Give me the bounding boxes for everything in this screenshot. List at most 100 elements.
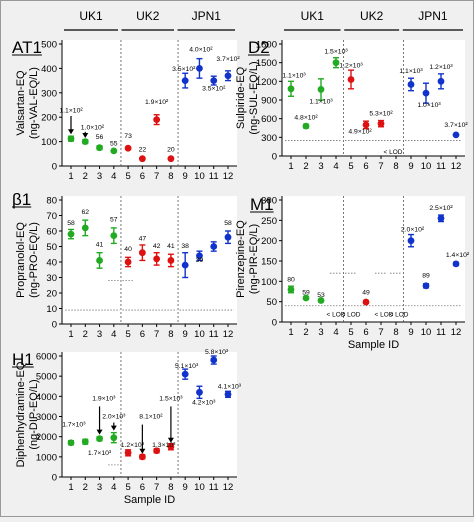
data-point [167, 257, 175, 264]
group-header-uk2-d2: UK2 [360, 9, 384, 23]
data-point [167, 155, 175, 163]
data-label: 3.5×10² [202, 85, 226, 92]
y-tick-label: 300 [41, 88, 57, 99]
data-point [332, 59, 340, 67]
data-label: 40 [124, 246, 132, 253]
data-point [167, 443, 175, 451]
data-label: 38 [181, 243, 189, 250]
data-label: 49 [362, 289, 370, 296]
x-tick-label: 7 [154, 482, 159, 493]
data-label: 73 [124, 133, 132, 140]
annotation-arrow-head [139, 448, 146, 454]
data-point [452, 260, 460, 268]
x-tick-label: 5 [348, 327, 353, 338]
data-point [96, 257, 103, 264]
data-point [287, 85, 295, 93]
x-tick-label: 2 [83, 482, 88, 493]
y-tick-label: 30 [46, 273, 57, 284]
x-tick-label: 11 [209, 171, 219, 182]
x-tick-label: 7 [378, 161, 383, 172]
lod-label: < LOD [375, 312, 394, 319]
y-axis-label-line: Valsartan-EQ [15, 70, 27, 136]
data-point [67, 439, 75, 447]
panel-label: H1 [12, 350, 34, 369]
x-tick-label: 5 [348, 161, 353, 172]
x-tick-label: 8 [168, 171, 173, 182]
x-tick-label: 4 [333, 161, 338, 172]
data-label: 4.1×10³ [218, 383, 242, 390]
x-tick-label: 5 [125, 171, 130, 182]
data-point [287, 286, 295, 293]
data-point [362, 121, 370, 129]
y-tick-label: 300 [261, 196, 277, 207]
data-label: 1.7×10³ [88, 450, 112, 457]
y-tick-label: 60 [46, 227, 57, 238]
y-tick-label: 3000 [36, 412, 57, 423]
y-tick-label: 20 [46, 289, 57, 300]
data-label: 41 [96, 242, 104, 249]
y-tick-label: 0 [272, 318, 277, 329]
x-tick-label: 2 [303, 327, 308, 338]
x-tick-label: 1 [68, 171, 73, 182]
annotation-arrow-head [96, 429, 103, 435]
data-point [224, 233, 232, 241]
panel-label: AT1 [12, 38, 42, 57]
data-point [67, 135, 75, 143]
data-point [437, 214, 445, 222]
x-tick-label: 1 [68, 482, 73, 493]
x-tick-label: 4 [111, 171, 116, 182]
group-header-uk2-at1: UK2 [136, 9, 160, 23]
data-label: 1.1×10³ [282, 73, 306, 80]
group-header-jpn1-at1: JPN1 [192, 9, 222, 23]
y-tick-label: 600 [261, 114, 277, 125]
x-tick-label: 9 [183, 482, 188, 493]
data-label: 1.1×10² [59, 107, 83, 114]
y-tick-label: 2000 [36, 432, 57, 443]
data-label: 5.8×10³ [205, 349, 229, 356]
data-label: 2.0×10³ [102, 414, 126, 421]
plot-area [62, 40, 237, 166]
x-tick-label: 6 [363, 161, 368, 172]
data-point [224, 390, 232, 398]
annotation-arrow-head [82, 132, 89, 138]
x-tick-label: 5 [125, 329, 130, 340]
data-point [153, 447, 161, 455]
data-label: 3.7×10² [216, 56, 240, 63]
y-axis-label-line: (ng-VAL-EQ/L) [28, 67, 40, 139]
y-tick-label: 1200 [256, 77, 277, 88]
data-point [124, 258, 132, 266]
data-label: 4.2×10³ [192, 399, 216, 406]
x-tick-label: 4 [333, 327, 338, 338]
data-label: 1.2×10³ [429, 64, 453, 71]
data-point [96, 144, 103, 152]
x-tick-label: 3 [97, 171, 102, 182]
y-tick-label: 1000 [36, 452, 57, 463]
plot-area [62, 196, 237, 324]
lod-label: < LOD [390, 312, 409, 319]
y-tick-label: 200 [41, 113, 57, 124]
data-label: 8.1×10² [139, 414, 163, 421]
x-tick-label: 12 [223, 482, 234, 493]
data-point [362, 298, 370, 306]
lod-label: < LOD [384, 149, 403, 156]
group-header-uk1-at1: UK1 [79, 9, 103, 23]
data-point [138, 155, 146, 163]
y-tick-label: 0 [52, 473, 57, 484]
data-label: 47 [139, 235, 147, 242]
x-tick-label: 3 [97, 329, 102, 340]
y-tick-label: 400 [41, 64, 57, 75]
y-axis-label: Valsartan-EQ(ng-VAL-EQ/L) [15, 67, 40, 139]
data-label: 80 [287, 276, 295, 283]
annotation-arrow-head [68, 129, 74, 135]
data-point [210, 243, 218, 250]
panel-label: β1 [12, 190, 31, 209]
y-tick-label: 80 [46, 196, 57, 207]
x-tick-label: 11 [209, 482, 219, 493]
data-point [347, 76, 355, 83]
